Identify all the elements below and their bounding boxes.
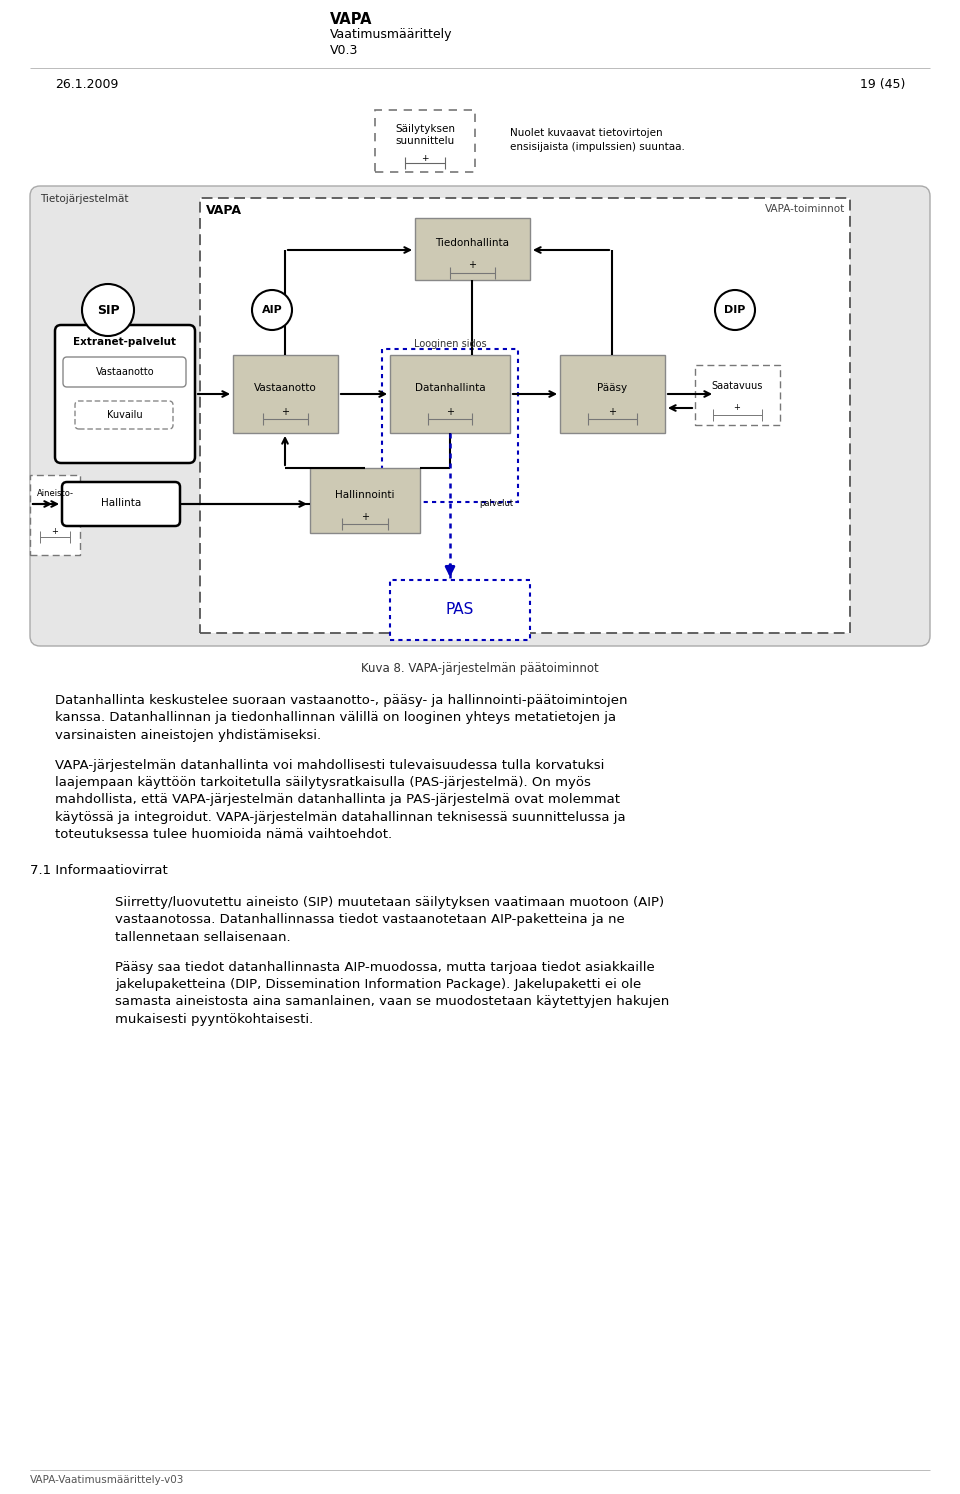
Bar	[30, 475, 80, 554]
Text: 7.1 Informaatiovirrat: 7.1 Informaatiovirrat	[30, 864, 168, 877]
FancyBboxPatch shape	[55, 326, 195, 463]
Text: Saatavuus: Saatavuus	[711, 381, 762, 391]
Text: Kuvailu: Kuvailu	[108, 409, 143, 420]
Text: jakelupaketteina (DIP, Dissemination Information Package). Jakelupaketti ei ole: jakelupaketteina (DIP, Dissemination Inf…	[115, 979, 641, 991]
Circle shape	[252, 290, 292, 330]
Text: ensisijaista (impulssien) suuntaa.: ensisijaista (impulssien) suuntaa.	[510, 142, 684, 152]
Bar	[382, 350, 518, 502]
Text: Datanhallinta: Datanhallinta	[415, 382, 486, 393]
Circle shape	[82, 284, 134, 336]
Text: samasta aineistosta aina samanlainen, vaan se muodostetaan käytettyjen hakujen: samasta aineistosta aina samanlainen, va…	[115, 995, 669, 1008]
Text: mahdollista, että VAPA-järjestelmän datanhallinta ja PAS-järjestelmä ovat molemm: mahdollista, että VAPA-järjestelmän data…	[55, 793, 620, 807]
FancyBboxPatch shape	[62, 483, 180, 526]
Text: +: +	[281, 406, 289, 417]
Circle shape	[715, 290, 755, 330]
Text: 26.1.2009: 26.1.2009	[55, 78, 118, 91]
Text: Tietojärjestelmät: Tietojärjestelmät	[40, 194, 129, 205]
Text: käytössä ja integroidut. VAPA-järjestelmän datahallinnan teknisessä suunnittelus: käytössä ja integroidut. VAPA-järjestelm…	[55, 811, 626, 825]
Text: Looginen sidos: Looginen sidos	[414, 339, 487, 350]
Text: 19 (45): 19 (45)	[859, 78, 905, 91]
Bar	[375, 111, 475, 172]
Text: Säilytyksen: Säilytyksen	[395, 124, 455, 134]
Text: Vaatimusmäärittely: Vaatimusmäärittely	[330, 28, 452, 40]
Text: VAPA: VAPA	[206, 205, 242, 217]
Text: Vastaanotto: Vastaanotto	[253, 382, 317, 393]
Text: Hallinnointi: Hallinnointi	[335, 490, 395, 500]
Text: Pääsy: Pääsy	[597, 382, 627, 393]
FancyBboxPatch shape	[63, 357, 186, 387]
Text: Vastaanotto: Vastaanotto	[96, 368, 155, 376]
Text: +: +	[52, 527, 59, 536]
Text: Pääsy saa tiedot datanhallinnasta AIP-muodossa, mutta tarjoaa tiedot asiakkaille: Pääsy saa tiedot datanhallinnasta AIP-mu…	[115, 961, 655, 974]
Text: VAPA-järjestelmän datanhallinta voi mahdollisesti tulevaisuudessa tulla korvatuk: VAPA-järjestelmän datanhallinta voi mahd…	[55, 759, 605, 771]
Text: varsinaisten aineistojen yhdistämiseksi.: varsinaisten aineistojen yhdistämiseksi.	[55, 729, 322, 743]
Text: vastaanotossa. Datanhallinnassa tiedot vastaanotetaan AIP-paketteina ja ne: vastaanotossa. Datanhallinnassa tiedot v…	[115, 913, 625, 926]
Text: kanssa. Datanhallinnan ja tiedonhallinnan välillä on looginen yhteys metatietoje: kanssa. Datanhallinnan ja tiedonhallinna…	[55, 711, 616, 725]
FancyBboxPatch shape	[75, 400, 173, 429]
Text: Aineisto-: Aineisto-	[36, 489, 74, 498]
Text: Hallinta: Hallinta	[101, 498, 141, 508]
Bar	[560, 356, 665, 433]
Text: +: +	[361, 512, 369, 521]
Bar	[695, 365, 780, 424]
Bar	[200, 199, 850, 633]
Text: +: +	[421, 154, 429, 163]
Text: +: +	[468, 260, 476, 270]
Text: suunnittelu: suunnittelu	[396, 136, 455, 146]
Text: VAPA: VAPA	[330, 12, 372, 27]
Text: mukaisesti pyyntökohtaisesti.: mukaisesti pyyntökohtaisesti.	[115, 1013, 313, 1026]
Text: AIP: AIP	[262, 305, 282, 315]
Text: toteutuksessa tulee huomioida nämä vaihtoehdot.: toteutuksessa tulee huomioida nämä vaiht…	[55, 829, 392, 841]
Text: Kuva 8. VAPA-järjestelmän päätoiminnot: Kuva 8. VAPA-järjestelmän päätoiminnot	[361, 662, 599, 675]
Text: Nuolet kuvaavat tietovirtojen: Nuolet kuvaavat tietovirtojen	[510, 128, 662, 137]
Text: +: +	[446, 406, 454, 417]
Text: V0.3: V0.3	[330, 43, 358, 57]
Bar	[233, 356, 338, 433]
FancyBboxPatch shape	[30, 185, 930, 645]
Text: Siirretty/luovutettu aineisto (SIP) muutetaan säilytyksen vaatimaan muotoon (AIP: Siirretty/luovutettu aineisto (SIP) muut…	[115, 896, 664, 908]
Text: +: +	[608, 406, 616, 417]
Text: PAS: PAS	[445, 602, 474, 617]
Text: DIP: DIP	[724, 305, 746, 315]
Text: +: +	[733, 403, 740, 412]
Text: VAPA-Vaatimusmäärittely-v03: VAPA-Vaatimusmäärittely-v03	[30, 1475, 184, 1485]
Text: Extranet-palvelut: Extranet-palvelut	[74, 338, 177, 347]
Text: palvelut: palvelut	[479, 499, 513, 508]
Bar	[390, 356, 510, 433]
Text: laajempaan käyttöön tarkoitetulla säilytysratkaisulla (PAS-järjestelmä). On myös: laajempaan käyttöön tarkoitetulla säilyt…	[55, 775, 590, 789]
Text: Tiedonhallinta: Tiedonhallinta	[435, 238, 509, 248]
Text: SIP: SIP	[97, 303, 119, 317]
Text: Datanhallinta keskustelee suoraan vastaanotto-, pääsy- ja hallinnointi-päätoimin: Datanhallinta keskustelee suoraan vastaa…	[55, 695, 628, 707]
Bar	[415, 218, 530, 279]
Bar	[390, 580, 530, 639]
Text: VAPA-toiminnot: VAPA-toiminnot	[765, 205, 845, 214]
Text: tallennetaan sellaisenaan.: tallennetaan sellaisenaan.	[115, 931, 291, 944]
Bar	[310, 468, 420, 533]
